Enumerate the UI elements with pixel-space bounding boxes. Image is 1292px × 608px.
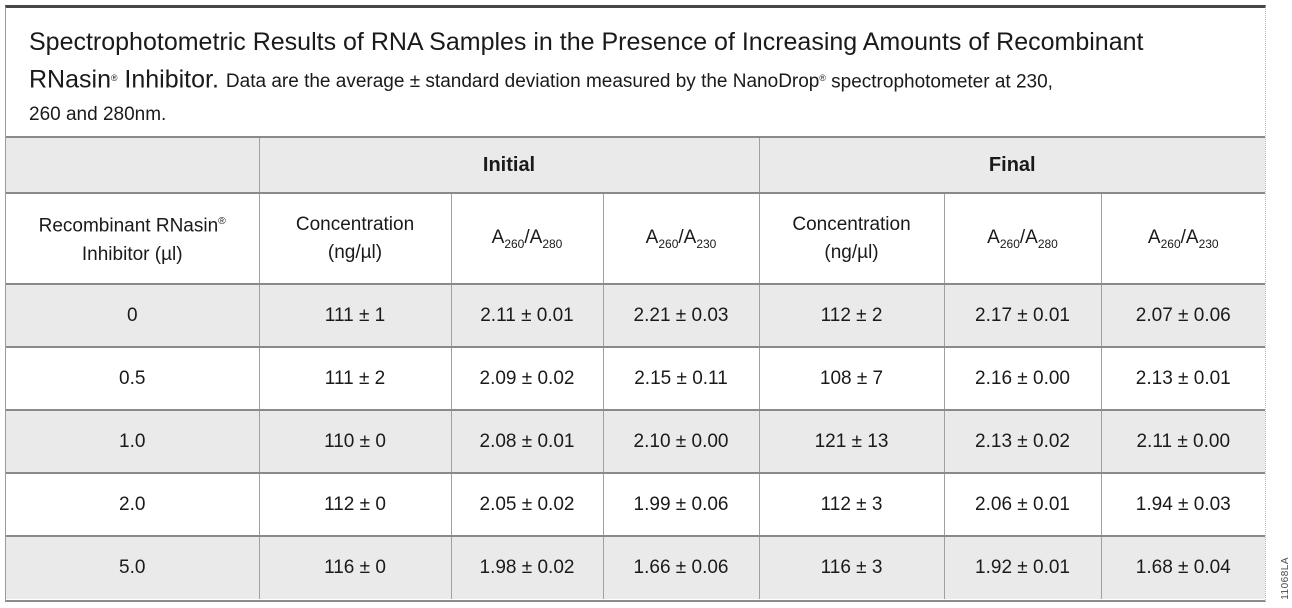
caption-title-line1: Spectrophotometric Results of RNA Sample… xyxy=(29,28,1144,56)
cell-final-a260-a280: 2.06 ± 0.01 xyxy=(943,472,1102,536)
group-header-initial: Initial xyxy=(258,136,760,193)
concentration-units: (ng/µl) xyxy=(327,241,383,263)
cell-initial-concentration: 111 ± 1 xyxy=(258,283,451,347)
concentration-label: Concentration xyxy=(792,213,911,235)
figure-number: 11068LA xyxy=(1280,557,1291,600)
column-header-final-a260-a230: A260/A230 xyxy=(1100,192,1265,284)
cell-initial-a260-a230: 2.10 ± 0.00 xyxy=(602,409,760,473)
cell-initial-a260-a280: 2.09 ± 0.02 xyxy=(450,346,603,410)
cell-final-a260-a280: 1.92 ± 0.01 xyxy=(943,535,1102,599)
cell-initial-a260-a280: 1.98 ± 0.02 xyxy=(450,535,603,599)
group-header-empty xyxy=(6,136,259,193)
cell-inhibitor-volume: 1.0 xyxy=(6,409,259,473)
cell-initial-a260-a280: 2.08 ± 0.01 xyxy=(450,409,603,473)
absorbance-sub: 260 xyxy=(1160,236,1181,251)
column-header-final-a260-a280: A260/A280 xyxy=(943,192,1102,284)
cell-final-a260-a230: 2.13 ± 0.01 xyxy=(1100,346,1265,410)
cell-initial-a260-a230: 2.15 ± 0.11 xyxy=(602,346,760,410)
absorbance-sub: 260 xyxy=(658,236,679,251)
absorbance-base: /A xyxy=(524,226,543,248)
table-row: 0 111 ± 1 2.11 ± 0.01 2.21 ± 0.03 112 ± … xyxy=(6,283,1265,347)
absorbance-base: A xyxy=(1147,226,1161,248)
caption-note-line2: 260 and 280nm. xyxy=(29,104,167,126)
table-row: 1.0 110 ± 0 2.08 ± 0.01 2.10 ± 0.00 121 … xyxy=(6,409,1265,473)
column-header-initial-a260-a280: A260/A280 xyxy=(450,192,603,284)
absorbance-base: A xyxy=(987,226,1000,248)
table-row: 2.0 112 ± 0 2.05 ± 0.02 1.99 ± 0.06 112 … xyxy=(6,472,1265,536)
cell-inhibitor-volume: 0.5 xyxy=(6,346,259,410)
absorbance-base: /A xyxy=(1180,226,1199,248)
caption-note-line1: Data are the average ± standard deviatio… xyxy=(225,71,820,93)
column-header-initial-concentration: Concentration (ng/µl) xyxy=(258,192,451,284)
cell-inhibitor-volume: 0 xyxy=(6,283,259,347)
cell-initial-concentration: 112 ± 0 xyxy=(258,472,451,536)
cell-final-concentration: 108 ± 7 xyxy=(758,346,945,410)
cell-initial-concentration: 110 ± 0 xyxy=(258,409,451,473)
group-header-final: Final xyxy=(758,136,1265,193)
cell-final-a260-a280: 2.16 ± 0.00 xyxy=(943,346,1102,410)
registered-mark: ® xyxy=(218,216,226,228)
registered-mark: ® xyxy=(819,73,826,83)
cell-final-a260-a280: 2.17 ± 0.01 xyxy=(943,283,1102,347)
concentration-units: (ng/µl) xyxy=(824,241,879,263)
figure-caption: Spectrophotometric Results of RNA Sample… xyxy=(6,8,1265,136)
column-header-inhibitor: Recombinant RNasin® Inhibitor (µl) xyxy=(6,192,259,284)
cell-final-a260-a280: 2.13 ± 0.02 xyxy=(943,409,1102,473)
column-header-final-concentration: Concentration (ng/µl) xyxy=(758,192,945,284)
registered-mark: ® xyxy=(110,73,118,83)
results-table: Initial Final Recombinant RNasin® Inhibit… xyxy=(6,136,1265,599)
cell-final-concentration: 112 ± 3 xyxy=(758,472,945,536)
absorbance-sub: 280 xyxy=(542,236,563,251)
column-header-inhibitor-line1: Recombinant RNasin xyxy=(38,215,219,237)
cell-final-concentration: 121 ± 13 xyxy=(758,409,945,473)
cell-final-concentration: 112 ± 2 xyxy=(758,283,945,347)
cell-initial-concentration: 111 ± 2 xyxy=(258,346,451,410)
absorbance-sub: 260 xyxy=(504,236,525,251)
cell-initial-a260-a280: 2.05 ± 0.02 xyxy=(450,472,603,536)
cell-inhibitor-volume: 5.0 xyxy=(6,535,259,599)
column-header-row: Recombinant RNasin® Inhibitor (µl) Concen… xyxy=(6,192,1265,284)
cell-initial-a260-a280: 2.11 ± 0.01 xyxy=(450,283,603,347)
table-row: 0.5 111 ± 2 2.09 ± 0.02 2.15 ± 0.11 108 … xyxy=(6,346,1265,410)
table-row: 5.0 116 ± 0 1.98 ± 0.02 1.66 ± 0.06 116 … xyxy=(6,535,1265,599)
caption-title-tail: Inhibitor. xyxy=(117,65,219,94)
cell-initial-a260-a230: 1.99 ± 0.06 xyxy=(602,472,760,536)
cell-initial-a260-a230: 1.66 ± 0.06 xyxy=(602,535,760,599)
column-header-inhibitor-line2: Inhibitor (µl) xyxy=(81,243,183,265)
column-header-initial-a260-a230: A260/A230 xyxy=(602,192,760,284)
absorbance-sub: 230 xyxy=(1198,236,1219,251)
caption-title-line2: RNasin® Inhibitor. Data are the average ±… xyxy=(29,60,1239,100)
absorbance-base: /A xyxy=(678,226,697,248)
cell-final-a260-a230: 1.94 ± 0.03 xyxy=(1100,472,1265,536)
cell-final-a260-a230: 2.07 ± 0.06 xyxy=(1100,283,1265,347)
cell-final-a260-a230: 1.68 ± 0.04 xyxy=(1100,535,1265,599)
absorbance-base: A xyxy=(491,226,505,248)
absorbance-sub: 230 xyxy=(696,236,717,251)
absorbance-base: /A xyxy=(1019,226,1038,248)
caption-note-line1-tail: spectrophotometer at 230, xyxy=(825,71,1053,93)
absorbance-sub: 260 xyxy=(999,236,1020,251)
cell-inhibitor-volume: 2.0 xyxy=(6,472,259,536)
absorbance-sub: 280 xyxy=(1037,236,1058,251)
cell-initial-a260-a230: 2.21 ± 0.03 xyxy=(602,283,760,347)
absorbance-base: A xyxy=(645,226,659,248)
concentration-label: Concentration xyxy=(295,213,415,235)
cell-initial-concentration: 116 ± 0 xyxy=(258,535,451,599)
caption-title-product: RNasin xyxy=(29,65,111,94)
cell-final-concentration: 116 ± 3 xyxy=(758,535,945,599)
group-header-row: Initial Final xyxy=(6,136,1265,193)
cell-final-a260-a230: 2.11 ± 0.00 xyxy=(1100,409,1265,473)
results-figure: Spectrophotometric Results of RNA Sample… xyxy=(5,5,1266,602)
